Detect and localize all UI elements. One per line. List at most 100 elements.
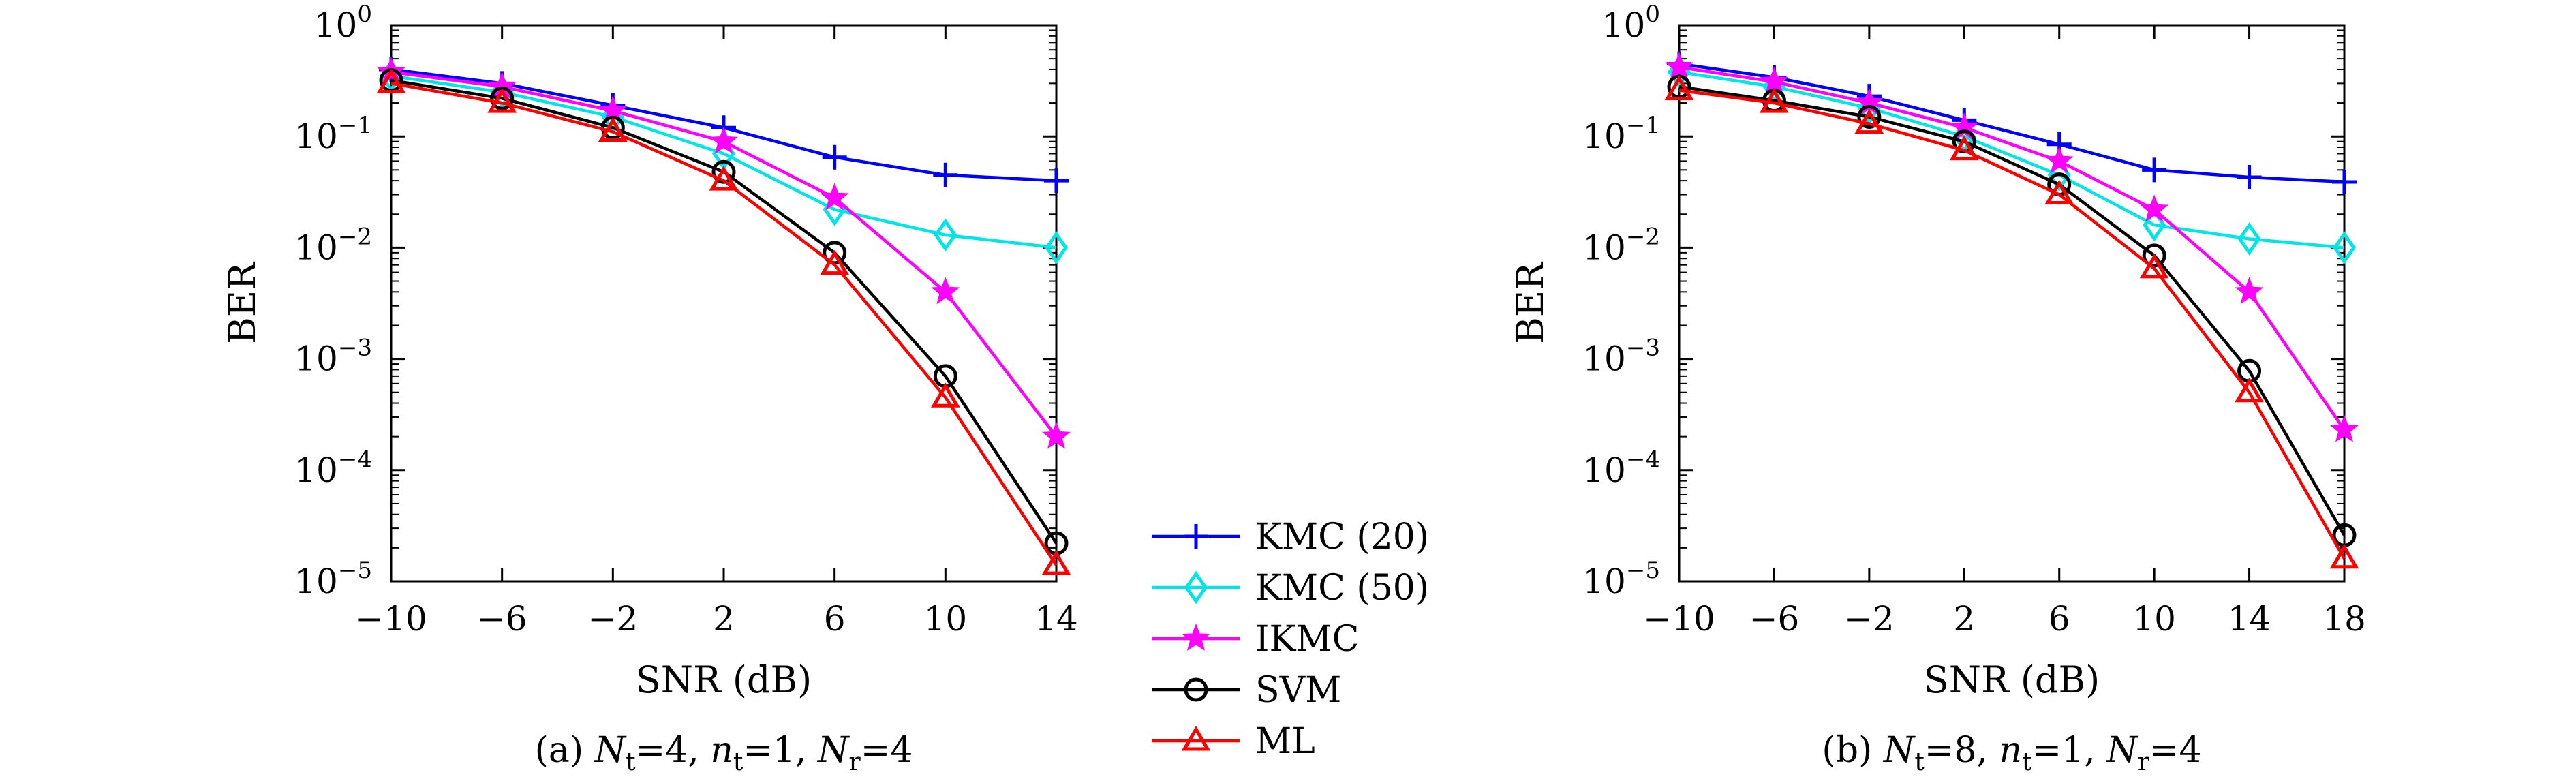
y-tick-label: 10−2 bbox=[294, 223, 372, 267]
legend-marker bbox=[1181, 623, 1211, 651]
x-tick-label: 14 bbox=[1034, 599, 1078, 639]
x-tick-label: 10 bbox=[2132, 599, 2176, 639]
legend-marker bbox=[1184, 570, 1208, 604]
x-tick-label: 2 bbox=[1953, 599, 1975, 639]
y-axis-label: BER bbox=[1509, 262, 1552, 344]
data-point bbox=[2329, 414, 2359, 442]
series-ml bbox=[1664, 75, 2359, 569]
data-point bbox=[1760, 88, 1789, 113]
panel-caption: (a) Nt=4, nt=1, Nr=4 bbox=[535, 730, 913, 776]
x-tick-label: 2 bbox=[713, 599, 735, 639]
x-tick-label: 10 bbox=[924, 599, 968, 639]
legend-marker bbox=[1181, 726, 1211, 751]
x-tick-label: 18 bbox=[2322, 599, 2366, 639]
chart-panel-a: 10−5 10−4 10−3 10−2 10−1 100 −10 −6 −2 2 6 10 14 SNR … bbox=[221, 1, 1078, 776]
data-point bbox=[1041, 421, 1071, 449]
legend-entry: KMC (50) bbox=[1152, 568, 1429, 609]
series-line bbox=[1678, 70, 2345, 249]
legend-entry: KMC (20) bbox=[1152, 517, 1429, 557]
plot-frame bbox=[1678, 24, 2346, 583]
y-tick-label: 10−5 bbox=[294, 557, 372, 601]
data-point bbox=[1950, 112, 1979, 140]
data-point bbox=[822, 144, 847, 170]
data-point bbox=[598, 117, 628, 142]
series-line bbox=[1678, 65, 2346, 431]
series-line bbox=[1678, 89, 2346, 560]
data-point bbox=[930, 382, 960, 408]
data-point bbox=[1854, 87, 1884, 116]
data-point bbox=[820, 183, 849, 211]
legend-label: IKMC bbox=[1255, 619, 1359, 660]
series-line bbox=[1678, 85, 2346, 536]
legend-label: KMC (50) bbox=[1255, 568, 1429, 609]
y-tick-label: 10−3 bbox=[294, 335, 372, 379]
data-point bbox=[1041, 550, 1071, 575]
series-ml bbox=[376, 68, 1071, 575]
x-tick-label: −6 bbox=[1749, 599, 1800, 639]
data-point bbox=[1949, 135, 1979, 161]
data-point bbox=[1857, 104, 1882, 129]
y-tick-label: 100 bbox=[1602, 1, 1660, 45]
legend-entry: SVM bbox=[1152, 670, 1341, 711]
legend-marker bbox=[1184, 524, 1208, 549]
data-point bbox=[1044, 168, 1069, 194]
y-tick-label: 100 bbox=[314, 1, 372, 45]
legend-entry: ML bbox=[1152, 721, 1315, 762]
data-point bbox=[933, 162, 958, 187]
x-tick-label: −10 bbox=[355, 599, 427, 639]
x-tick-label: 6 bbox=[824, 599, 846, 639]
legend-label: SVM bbox=[1255, 670, 1341, 711]
x-tick-label: −10 bbox=[1643, 599, 1715, 639]
legend-label: KMC (20) bbox=[1255, 517, 1429, 557]
series-line bbox=[390, 82, 1058, 566]
data-point bbox=[2237, 165, 2262, 190]
data-point bbox=[2142, 157, 2167, 183]
data-point bbox=[2140, 194, 2169, 222]
data-point bbox=[1664, 52, 1694, 80]
x-tick-label: 6 bbox=[2049, 599, 2070, 639]
x-tick-label: 14 bbox=[2228, 599, 2271, 639]
y-tick-label: 10−1 bbox=[294, 112, 372, 156]
data-point bbox=[709, 166, 739, 191]
data-point bbox=[2235, 277, 2264, 305]
data-point bbox=[1854, 108, 1884, 134]
data-point bbox=[709, 126, 739, 154]
x-axis-label: SNR (dB) bbox=[636, 658, 812, 701]
data-point bbox=[820, 249, 850, 275]
data-point bbox=[931, 277, 960, 305]
data-point bbox=[2235, 377, 2264, 403]
data-point bbox=[934, 218, 957, 252]
x-tick-label: −6 bbox=[477, 599, 527, 639]
data-point bbox=[2044, 146, 2074, 174]
data-point bbox=[2139, 253, 2169, 279]
series-line bbox=[1678, 62, 2345, 184]
data-point bbox=[487, 88, 517, 113]
y-tick-label: 10−1 bbox=[1582, 112, 1660, 156]
data-point bbox=[2044, 179, 2074, 205]
legend: KMC (20) KMC (50) IKMC SVM ML bbox=[1152, 517, 1429, 762]
series-ikmc bbox=[1664, 52, 2359, 442]
legend-marker bbox=[1184, 677, 1208, 702]
series-svm bbox=[1667, 74, 2357, 547]
data-point bbox=[1044, 231, 1069, 264]
y-tick-label: 10−5 bbox=[1582, 557, 1660, 601]
data-point bbox=[2329, 543, 2359, 569]
data-point bbox=[2332, 231, 2357, 264]
y-axis-label: BER bbox=[221, 262, 264, 344]
y-tick-label: 10−3 bbox=[1582, 335, 1660, 379]
x-tick-label: −2 bbox=[587, 599, 638, 639]
panel-caption: (b) Nt=8, nt=1, Nr=4 bbox=[1822, 730, 2201, 776]
data-point bbox=[2332, 169, 2357, 194]
data-point bbox=[376, 68, 406, 93]
y-tick-label: 10−2 bbox=[1582, 223, 1660, 267]
y-tick-label: 10−4 bbox=[1582, 446, 1660, 490]
data-point bbox=[1664, 75, 1694, 100]
x-axis-label: SNR (dB) bbox=[1924, 658, 2100, 701]
legend-label: ML bbox=[1255, 721, 1315, 762]
y-tick-label: 10−4 bbox=[294, 446, 372, 490]
legend-entry: IKMC bbox=[1152, 619, 1359, 660]
data-point bbox=[1760, 66, 1789, 94]
data-point bbox=[2143, 208, 2166, 242]
x-tick-label: −2 bbox=[1844, 599, 1895, 639]
